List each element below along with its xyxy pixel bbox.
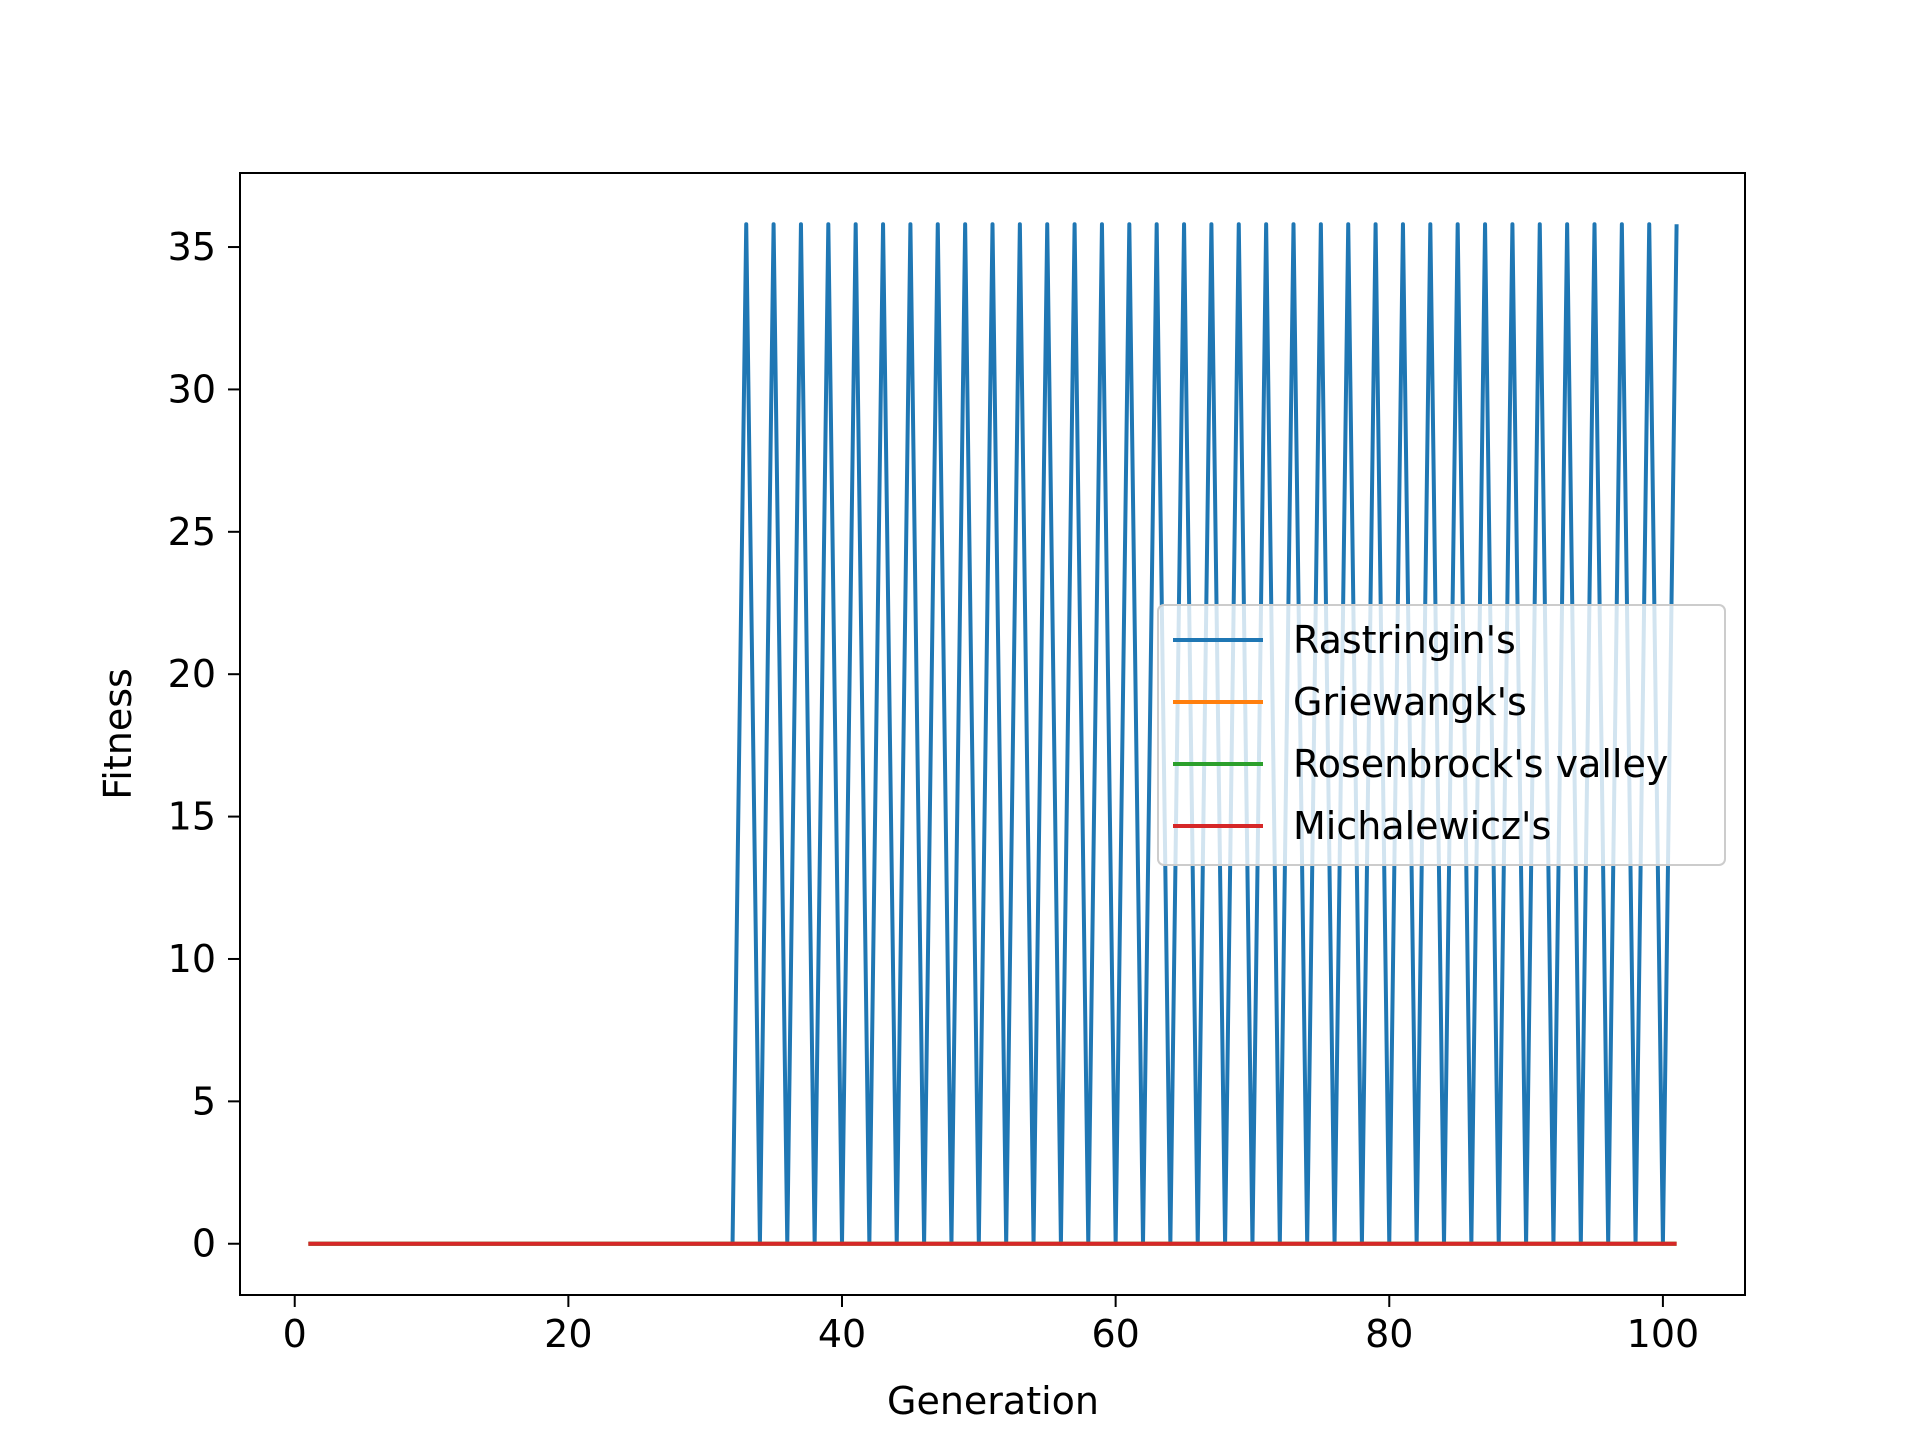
x-axis: 0 20 40 60 80 100: [283, 1295, 1700, 1356]
x-tick-label: 80: [1365, 1312, 1413, 1356]
plot-lines: [308, 222, 1679, 1246]
y-axis: 0 5 10 15 20 25 30 35: [168, 225, 240, 1266]
legend: Rastringin's Griewangk's Rosenbrock's vall…: [1157, 604, 1726, 866]
x-axis-label: Generation: [887, 1379, 1099, 1423]
y-axis-label: Fitness: [96, 668, 140, 800]
legend-box: [1157, 604, 1726, 866]
legend-label: Rastringin's: [1293, 618, 1516, 662]
x-tick-label: 100: [1627, 1312, 1700, 1356]
x-tick-label: 60: [1091, 1312, 1139, 1356]
y-tick-label: 15: [168, 795, 216, 839]
legend-label: Griewangk's: [1293, 680, 1527, 724]
y-tick-label: 35: [168, 225, 216, 269]
legend-label: Michalewicz's: [1293, 804, 1551, 848]
legend-label: Rosenbrock's valley: [1293, 742, 1668, 786]
y-tick-label: 0: [192, 1222, 216, 1266]
y-tick-label: 5: [192, 1079, 216, 1123]
y-tick-label: 10: [168, 937, 216, 981]
x-tick-label: 0: [283, 1312, 307, 1356]
axes-frame: [239, 172, 1746, 1296]
x-tick-label: 40: [818, 1312, 866, 1356]
x-tick-label: 20: [544, 1312, 592, 1356]
y-tick-label: 20: [168, 652, 216, 696]
y-tick-label: 30: [168, 367, 216, 411]
y-tick-label: 25: [168, 510, 216, 554]
